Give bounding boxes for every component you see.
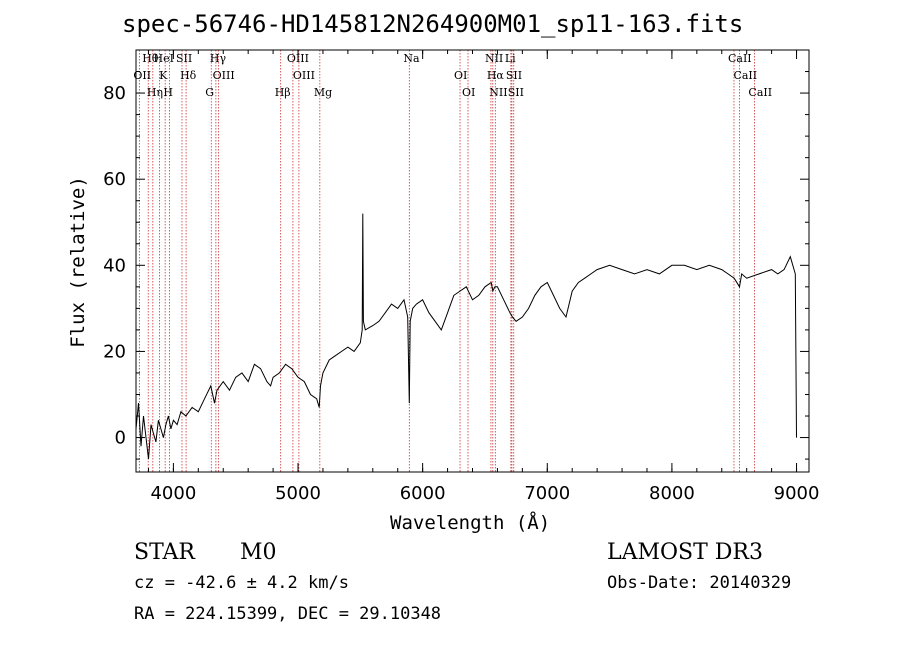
line-label-20: NII — [489, 86, 507, 99]
line-label-7: Hδ — [180, 69, 197, 82]
line-label-15: Na — [403, 52, 420, 65]
line-label-10: OIII — [213, 69, 235, 82]
line-label-26: CaII — [748, 86, 772, 99]
line-label-14: Mg — [314, 86, 332, 99]
x-tick-label-0: 4000 — [150, 483, 196, 504]
y-tick-label-0: 0 — [115, 428, 126, 449]
redshift-info: cz = -42.6 ± 4.2 km/s — [134, 573, 349, 593]
line-label-13: OIII — [293, 69, 315, 82]
y-axis-label: Flux (relative) — [67, 176, 89, 348]
line-label-23: SII — [508, 86, 524, 99]
line-label-19: Hα — [487, 69, 505, 82]
y-tick-label-1: 20 — [103, 341, 126, 362]
chart-title: spec-56746-HD145812N264900M01_sp11-163.f… — [122, 10, 744, 38]
object-class: STAR — [134, 540, 195, 565]
line-label-8: G — [205, 86, 214, 99]
plot-frame — [135, 49, 810, 473]
line-label-21: Li — [505, 52, 516, 65]
line-label-5: H — [163, 86, 173, 99]
line-label-24: CaII — [728, 52, 752, 65]
y-tick-label-2: 40 — [103, 255, 126, 276]
survey-name: LAMOST DR3 — [607, 540, 763, 565]
spectrum-line — [135, 213, 797, 460]
line-label-18: NII — [485, 52, 503, 65]
object-subclass: M0 — [240, 540, 277, 565]
line-label-16: OI — [454, 69, 467, 82]
x-tick-label-3: 7000 — [524, 483, 570, 504]
line-label-25: CaII — [733, 69, 757, 82]
x-tick-label-2: 6000 — [400, 483, 446, 504]
line-label-3: HeI — [154, 52, 174, 65]
x-tick-label-1: 5000 — [275, 483, 321, 504]
line-label-22: SII — [506, 69, 522, 82]
line-label-1: OII — [133, 69, 151, 82]
x-tick-label-4: 8000 — [649, 483, 695, 504]
x-tick-label-5: 9000 — [774, 483, 820, 504]
line-label-0: Hθ — [142, 52, 159, 65]
observation-date: Obs-Date: 20140329 — [607, 573, 792, 593]
line-label-17: OI — [462, 86, 475, 99]
line-label-11: Hβ — [275, 86, 291, 99]
y-tick-label-3: 60 — [103, 169, 126, 190]
line-label-4: K — [159, 69, 168, 82]
coordinates: RA = 224.15399, DEC = 29.10348 — [134, 604, 442, 624]
line-label-2: Hη — [147, 86, 163, 99]
line-label-6: SII — [176, 52, 192, 65]
x-axis-label: Wavelength (Å) — [390, 512, 551, 534]
y-tick-label-4: 80 — [103, 83, 126, 104]
line-label-9: Hγ — [210, 52, 227, 65]
